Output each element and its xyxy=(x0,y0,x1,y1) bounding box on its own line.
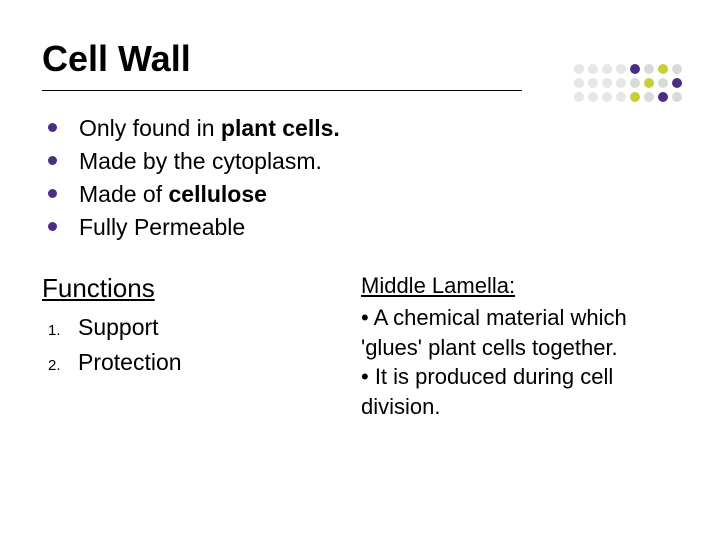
slide: Cell Wall Only found in plant cells.Made… xyxy=(0,0,720,540)
bullet-item: Made of cellulose xyxy=(42,179,680,210)
decor-dot xyxy=(672,92,682,102)
decor-dot xyxy=(616,78,626,88)
decor-dot xyxy=(658,78,668,88)
list-number: 1. xyxy=(48,321,78,341)
functions-item-text: Protection xyxy=(78,347,182,378)
lower-columns: Functions 1.Support2.Protection Middle L… xyxy=(42,271,680,421)
decor-dot xyxy=(602,64,612,74)
slide-body: Only found in plant cells.Made by the cy… xyxy=(42,113,680,422)
bullet-text: Fully Permeable xyxy=(79,212,245,243)
functions-column: Functions 1.Support2.Protection xyxy=(42,271,361,421)
decor-dot xyxy=(630,92,640,102)
middle-lamella-point: • A chemical material which 'glues' plan… xyxy=(361,303,680,362)
functions-heading: Functions xyxy=(42,271,361,306)
bullet-dot-icon xyxy=(48,156,57,165)
title-underline xyxy=(42,90,522,91)
decor-dot xyxy=(630,78,640,88)
decor-dot-grid xyxy=(574,64,686,106)
decor-dot xyxy=(644,78,654,88)
list-number: 2. xyxy=(48,356,78,376)
functions-item: 2.Protection xyxy=(48,347,361,378)
decor-dot xyxy=(672,64,682,74)
decor-dot xyxy=(588,64,598,74)
decor-dot xyxy=(602,92,612,102)
bullet-item: Fully Permeable xyxy=(42,212,680,243)
functions-item: 1.Support xyxy=(48,312,361,343)
decor-dot xyxy=(616,64,626,74)
decor-dot xyxy=(644,92,654,102)
bullet-dot-icon xyxy=(48,222,57,231)
decor-dot xyxy=(574,78,584,88)
middle-lamella-points: • A chemical material which 'glues' plan… xyxy=(361,303,680,422)
bullet-item: Made by the cytoplasm. xyxy=(42,146,680,177)
functions-item-text: Support xyxy=(78,312,159,343)
decor-dot xyxy=(574,64,584,74)
bullet-dot-icon xyxy=(48,123,57,132)
decor-dot xyxy=(672,78,682,88)
middle-lamella-heading: Middle Lamella: xyxy=(361,271,680,301)
decor-dot xyxy=(588,78,598,88)
decor-dot xyxy=(588,92,598,102)
bullet-text: Made by the cytoplasm. xyxy=(79,146,322,177)
bullet-text: Only found in plant cells. xyxy=(79,113,340,144)
decor-dot xyxy=(574,92,584,102)
decor-dot xyxy=(644,64,654,74)
bullet-text: Made of cellulose xyxy=(79,179,267,210)
main-bullet-list: Only found in plant cells.Made by the cy… xyxy=(42,113,680,243)
functions-list: 1.Support2.Protection xyxy=(42,312,361,378)
decor-dot xyxy=(616,92,626,102)
decor-dot xyxy=(658,92,668,102)
bullet-item: Only found in plant cells. xyxy=(42,113,680,144)
middle-lamella-point: • It is produced during cell division. xyxy=(361,362,680,421)
bullet-dot-icon xyxy=(48,189,57,198)
decor-dot xyxy=(658,64,668,74)
decor-dot xyxy=(602,78,612,88)
decor-dot xyxy=(630,64,640,74)
middle-lamella-column: Middle Lamella: • A chemical material wh… xyxy=(361,271,680,421)
